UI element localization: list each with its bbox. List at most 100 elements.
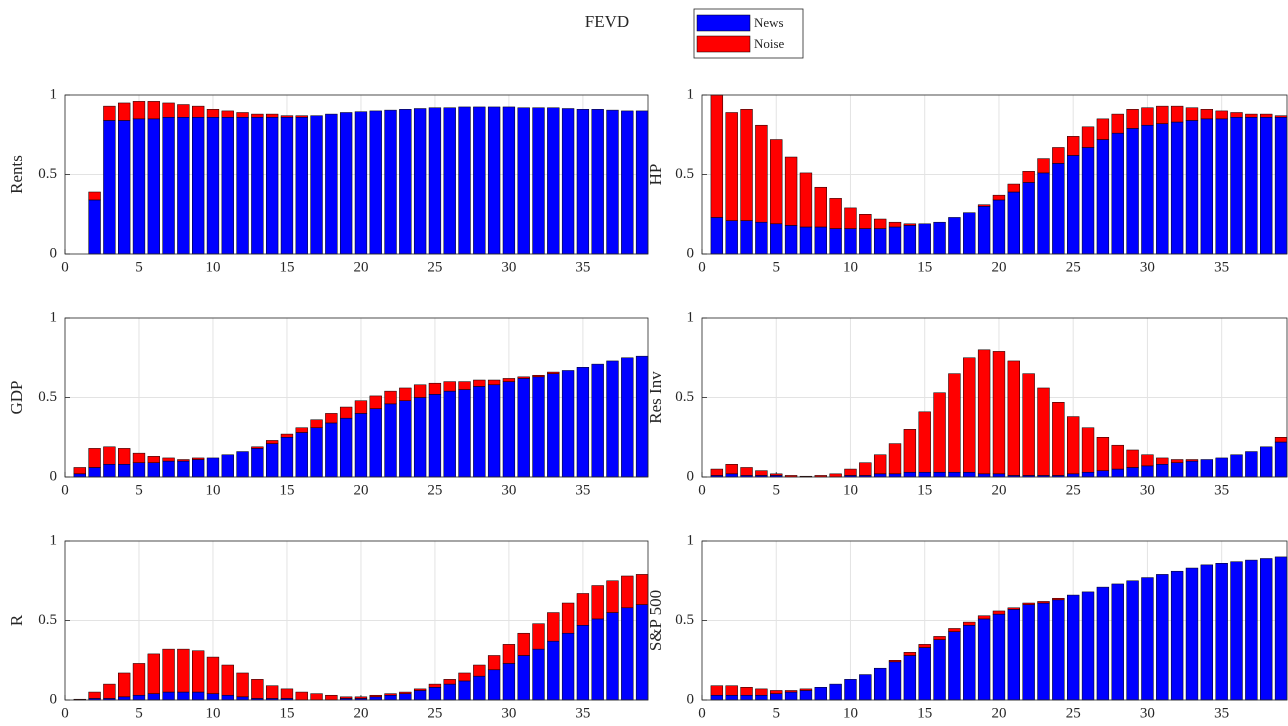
bar xyxy=(1067,594,1080,701)
x-tick-label: 30 xyxy=(501,705,516,721)
y-tick-label: 0 xyxy=(687,691,695,707)
bar xyxy=(1081,147,1095,255)
bar xyxy=(918,644,931,648)
bar xyxy=(873,667,887,701)
bar xyxy=(770,473,783,476)
bar xyxy=(487,669,501,701)
bar xyxy=(606,612,619,701)
bar xyxy=(755,124,768,223)
bar xyxy=(547,640,560,701)
bar xyxy=(1067,136,1080,156)
bar xyxy=(118,102,131,121)
x-tick-label: 5 xyxy=(772,259,780,275)
bar xyxy=(502,381,516,478)
bar xyxy=(933,639,946,701)
bar xyxy=(280,115,294,118)
bar xyxy=(1022,171,1035,183)
bar xyxy=(992,199,1006,255)
x-tick-label: 20 xyxy=(353,259,368,275)
bar xyxy=(162,102,175,118)
x-tick-label: 25 xyxy=(1066,482,1081,498)
bar xyxy=(977,349,991,475)
bar xyxy=(384,694,397,701)
x-tick-label: 0 xyxy=(698,259,706,275)
bar xyxy=(265,117,279,255)
x-tick-label: 35 xyxy=(1214,482,1229,498)
bar xyxy=(1200,459,1214,478)
bar xyxy=(384,109,397,255)
x-tick-label: 10 xyxy=(843,259,858,275)
bar xyxy=(1260,117,1273,255)
x-tick-label: 10 xyxy=(205,482,220,498)
bar xyxy=(977,473,991,478)
x-tick-label: 0 xyxy=(61,482,69,498)
bar xyxy=(621,110,634,255)
y-tick-label: 1 xyxy=(687,86,695,102)
bar xyxy=(755,688,768,696)
axes-box xyxy=(64,94,649,255)
x-tick-label: 5 xyxy=(772,482,780,498)
bar xyxy=(1200,564,1214,701)
bar xyxy=(369,696,382,701)
bar xyxy=(784,225,798,255)
bar xyxy=(1126,449,1139,468)
bar xyxy=(413,108,427,255)
subplot: 0 5 10 15 20 25 30 35 0 0.5 1 S&P 500 xyxy=(646,532,1288,721)
bar xyxy=(517,378,530,478)
bar xyxy=(280,433,294,438)
y-tick-label: 0.5 xyxy=(675,166,694,182)
y-tick-label: 0.5 xyxy=(38,166,57,182)
bar xyxy=(1007,183,1020,193)
bar xyxy=(710,94,724,218)
x-tick-label: 35 xyxy=(1214,705,1229,721)
bar xyxy=(221,117,234,255)
bar xyxy=(963,625,976,701)
bar xyxy=(295,691,308,701)
x-tick-label: 20 xyxy=(353,705,368,721)
bar xyxy=(1022,373,1035,476)
bar xyxy=(725,694,738,701)
bar xyxy=(1170,459,1184,463)
bar xyxy=(1052,147,1065,164)
bar xyxy=(933,392,946,473)
bar xyxy=(251,679,264,699)
bar xyxy=(561,108,575,255)
bar xyxy=(1274,556,1288,701)
bar xyxy=(132,118,146,255)
bar xyxy=(740,109,753,221)
bar xyxy=(88,467,101,478)
bar xyxy=(725,685,738,696)
bar xyxy=(399,109,412,255)
x-tick-label: 15 xyxy=(917,705,932,721)
bar xyxy=(103,464,116,478)
bar xyxy=(162,648,175,693)
bar xyxy=(310,427,323,478)
y-axis-label: Rents xyxy=(7,155,26,194)
bar xyxy=(280,437,294,478)
bar xyxy=(1141,577,1154,701)
axes-box xyxy=(701,317,1288,478)
bar xyxy=(413,397,427,478)
bar xyxy=(1260,113,1273,118)
bar xyxy=(948,373,961,473)
bar xyxy=(384,390,397,405)
x-tick-label: 20 xyxy=(991,705,1006,721)
bar xyxy=(1156,464,1169,478)
bar xyxy=(859,214,872,229)
bar xyxy=(770,690,783,694)
bar xyxy=(725,112,738,221)
bar xyxy=(517,376,530,379)
bar xyxy=(1274,117,1288,255)
x-tick-label: 30 xyxy=(1140,259,1155,275)
bar xyxy=(1111,113,1124,134)
subplot: 0 5 10 15 20 25 30 35 0 0.5 1 HP xyxy=(646,86,1288,275)
bar xyxy=(458,106,471,255)
bar xyxy=(1141,454,1154,467)
bar xyxy=(532,623,545,650)
bar xyxy=(236,117,249,255)
bar xyxy=(1260,558,1273,701)
axes-box xyxy=(64,540,649,701)
bar xyxy=(1170,121,1184,255)
bar xyxy=(992,194,1006,201)
bar xyxy=(1126,128,1139,255)
